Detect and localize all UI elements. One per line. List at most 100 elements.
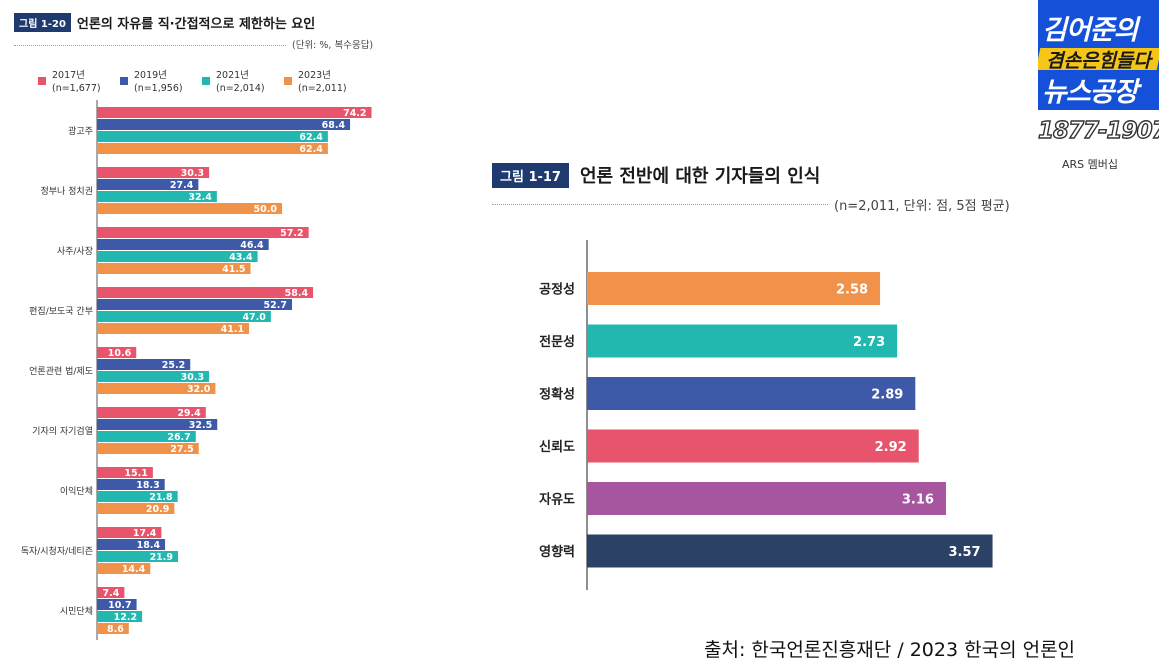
- bar: [97, 263, 251, 274]
- bar: [587, 377, 916, 410]
- data-label: 3.57: [948, 545, 980, 560]
- data-label: 27.5: [170, 444, 193, 455]
- legend-swatch: [38, 77, 46, 85]
- data-label: 27.4: [170, 180, 194, 191]
- legend-label: 2021년 (n=2,014): [216, 70, 265, 95]
- data-label: 2.89: [871, 388, 903, 403]
- data-label: 62.4: [299, 144, 323, 155]
- bar: [97, 167, 210, 178]
- bar: [97, 539, 166, 550]
- category-label: 독자/시청자/네티즌: [21, 546, 93, 557]
- category-label: 기자의 자기검열: [32, 425, 93, 437]
- bar: [97, 371, 210, 382]
- bar: [97, 359, 191, 370]
- bar: [97, 311, 271, 322]
- legend-series-n: (n=2,011): [298, 82, 347, 94]
- bar: [97, 431, 196, 442]
- bar: [97, 443, 199, 454]
- category-label: 언론관련 법/제도: [29, 365, 93, 377]
- category-label: 전문성: [539, 334, 575, 350]
- data-label: 21.8: [149, 492, 173, 503]
- bar: [97, 131, 328, 142]
- category-label: 편집/보도국 간부: [29, 305, 93, 317]
- ars-phone-number: 1877-1907: [1037, 117, 1159, 144]
- category-label: 시민단체: [60, 606, 93, 617]
- data-label: 3.16: [902, 493, 934, 508]
- legend-series-n: (n=1,956): [134, 82, 183, 94]
- data-label: 2.73: [853, 335, 885, 350]
- data-label: 50.0: [254, 204, 278, 215]
- legend-series-name: 2021년: [216, 70, 249, 81]
- bar: [97, 587, 125, 598]
- bar: [97, 107, 372, 118]
- data-label: 18.4: [137, 540, 161, 551]
- data-label: 8.6: [107, 624, 124, 635]
- data-label: 2.92: [875, 440, 907, 455]
- bar: [587, 534, 993, 568]
- logo-line-1: 김어준의: [1042, 15, 1138, 46]
- data-label: 62.4: [299, 132, 323, 143]
- data-label: 52.7: [264, 300, 287, 311]
- data-label: 21.9: [150, 552, 173, 563]
- data-label: 32.0: [187, 384, 211, 395]
- bar: [97, 419, 218, 430]
- data-label: 12.2: [114, 612, 137, 623]
- figure-1-20-unit-note: (단위: %, 복수응답): [292, 40, 374, 51]
- data-label: 26.7: [167, 432, 190, 443]
- logo-line-3: 뉴스공장: [1042, 77, 1138, 108]
- legend-item: 2019년 (n=1,956): [120, 70, 202, 95]
- bar: [97, 467, 153, 478]
- legend-item: 2021년 (n=2,014): [202, 70, 284, 95]
- bar: [97, 179, 199, 190]
- category-label: 정부나 정치권: [40, 185, 93, 197]
- bar: [97, 239, 269, 250]
- bar: [97, 227, 309, 238]
- figure-1-17-header: 그림 1-17 언론 전반에 대한 기자들의 인식: [492, 162, 820, 188]
- data-label: 14.4: [122, 564, 146, 575]
- data-label: 41.5: [222, 264, 245, 275]
- legend-label: 2019년 (n=1,956): [134, 70, 183, 95]
- chart-legend: 2017년 (n=1,677) 2019년 (n=1,956) 2021년 (n=2,01…: [38, 70, 366, 95]
- bar: [97, 203, 282, 214]
- bar: [97, 491, 178, 502]
- bar: [97, 323, 250, 334]
- bar: [97, 407, 206, 418]
- category-label: 영향력: [539, 544, 575, 560]
- data-label: 68.4: [322, 120, 346, 131]
- bar: [97, 251, 258, 262]
- bar: [97, 623, 129, 634]
- figure-1-20-tag: 그림 1-20: [14, 13, 71, 32]
- data-label: 10.6: [108, 348, 132, 359]
- data-label: 17.4: [133, 528, 157, 539]
- data-label: 41.1: [221, 324, 244, 335]
- category-label: 정확성: [539, 387, 575, 403]
- data-label: 32.4: [188, 192, 212, 203]
- ars-label: ARS 멤버십: [1062, 158, 1119, 171]
- data-label: 58.4: [285, 288, 309, 299]
- data-label: 29.4: [177, 408, 201, 419]
- bar: [97, 551, 179, 562]
- figure-1-20-divider: [14, 45, 286, 46]
- source-caption: 출처: 한국언론진흥재단 / 2023 한국의 언론인: [704, 639, 1076, 661]
- legend-label: 2017년 (n=1,677): [52, 70, 101, 95]
- data-label: 30.3: [181, 168, 204, 179]
- legend-item: 2023년 (n=2,011): [284, 70, 366, 95]
- bar: [97, 287, 314, 298]
- data-label: 25.2: [162, 360, 185, 371]
- bar: [97, 611, 143, 622]
- data-label: 74.2: [343, 108, 366, 119]
- bar: [97, 347, 137, 358]
- figure-1-20-header: 그림 1-20 언론의 자유를 직·간접적으로 제한하는 요인: [14, 13, 315, 32]
- bar: [97, 299, 292, 310]
- perception-bar-chart: 공정성 2.58 전문성 2.73 정확성 2.89 신뢰도 2.92 자유도 3.16 영향력 3.…: [539, 240, 993, 590]
- channel-logo: 김어준의 겸손은힘들다 뉴스공장: [1038, 0, 1159, 110]
- data-label: 32.5: [189, 420, 212, 431]
- category-label: 사주/사장: [57, 246, 93, 257]
- legend-series-name: 2019년: [134, 70, 167, 81]
- figure-1-17-divider: [492, 204, 828, 205]
- bar: [97, 563, 151, 574]
- bar: [97, 527, 162, 538]
- category-label: 이익단체: [60, 485, 93, 497]
- figure-1-17-title: 언론 전반에 대한 기자들의 인식: [579, 166, 821, 187]
- bar: [97, 119, 351, 130]
